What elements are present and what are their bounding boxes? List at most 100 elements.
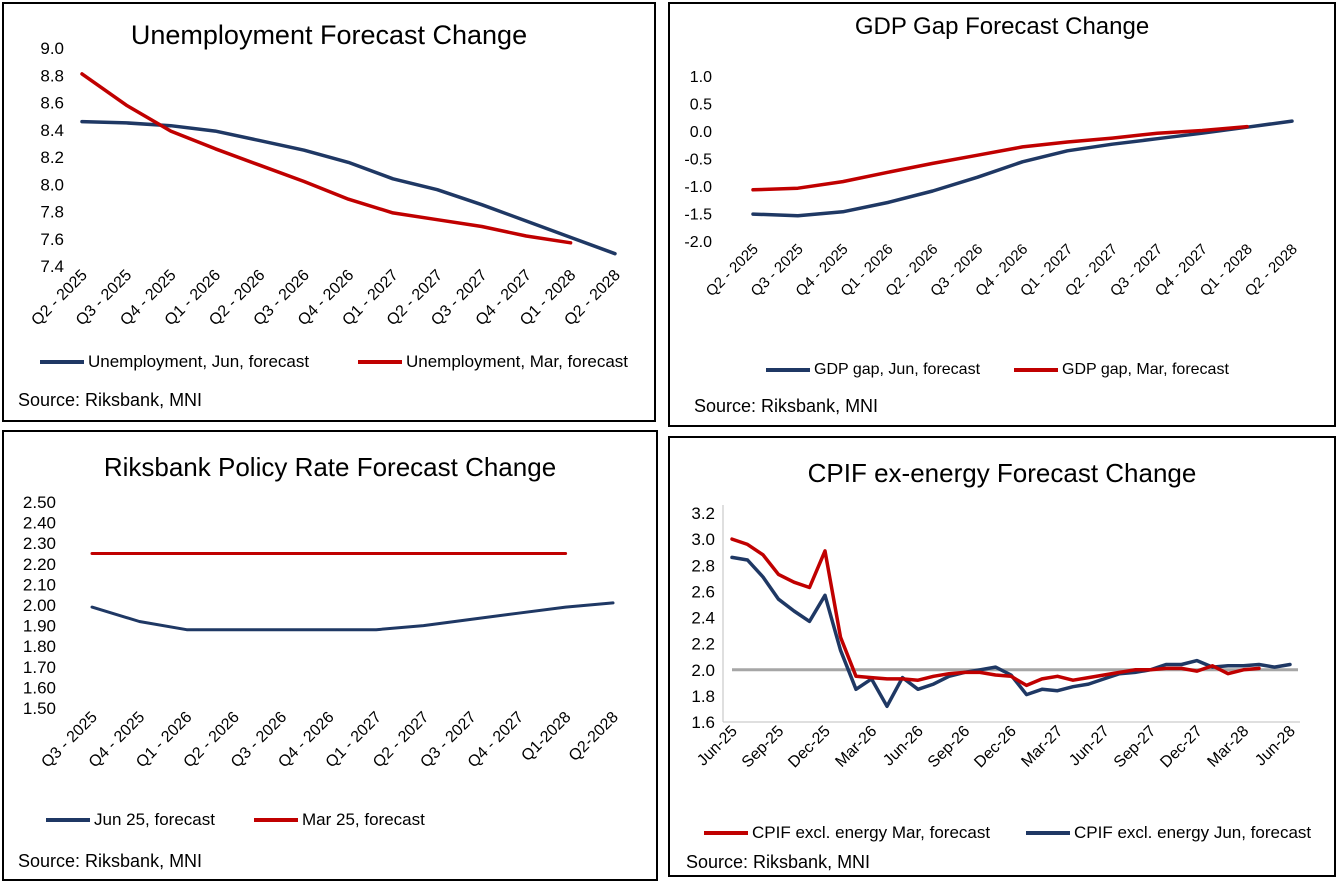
x-tick-label: Mar-26 xyxy=(832,723,880,771)
cpif-chart-title: CPIF ex-energy Forecast Change xyxy=(807,458,1197,488)
policy-rate-legend: Jun 25, forecast Mar 25, forecast xyxy=(46,810,646,832)
legend-swatch xyxy=(40,360,84,364)
y-tick-label: 2.50 xyxy=(23,493,56,512)
cpif-chart-panel: 1.6 1.8 2.0 2.2 2.4 2.6 2.8 3.0 3.2 Jun-25 Sep-25 D… xyxy=(668,436,1336,877)
series-line-unemployment-mar-forecast xyxy=(80,72,573,245)
x-tick-label: Q2-2028 xyxy=(566,709,622,765)
y-tick-label: 3.0 xyxy=(691,530,715,549)
legend-item: CPIF excl. energy Jun, forecast xyxy=(1026,823,1311,843)
y-tick-label: 3.2 xyxy=(691,504,715,523)
legend-item: Unemployment, Jun, forecast xyxy=(40,352,309,372)
y-tick-label: 2.8 xyxy=(691,556,715,575)
y-tick-label: 1.90 xyxy=(23,617,56,636)
y-tick-label: -1.0 xyxy=(684,179,712,196)
y-tick-label: 2.6 xyxy=(691,582,715,601)
y-tick-label: 2.0 xyxy=(691,661,715,680)
unemployment-legend: Unemployment, Jun, forecast Unemployment,… xyxy=(40,352,660,374)
x-tick-label: Jun-28 xyxy=(1252,723,1299,770)
unemployment-chart-panel: 7.4 7.6 7.8 8.0 8.2 8.4 8.6 8.8 9.0 Q2 - 2025 Q3 -… xyxy=(2,2,656,422)
legend-label: Unemployment, Jun, forecast xyxy=(88,352,310,371)
x-tick-label: Jun-26 xyxy=(880,723,927,770)
x-tick-label: Dec-27 xyxy=(1157,723,1206,772)
x-tick-label: Dec-26 xyxy=(971,723,1020,772)
legend-swatch xyxy=(358,360,402,364)
x-tick-label: Mar-27 xyxy=(1018,723,1066,771)
cpif-chart: 1.61.82.02.22.42.62.83.03.2Jun-25Sep-25D… xyxy=(691,504,1300,772)
legend-swatch xyxy=(1026,831,1070,835)
y-tick-label: 8.2 xyxy=(40,148,64,167)
y-tick-label: 8.6 xyxy=(40,94,64,113)
y-tick-label: 1.8 xyxy=(691,687,715,706)
y-tick-label: 1.6 xyxy=(691,713,715,732)
legend-swatch xyxy=(766,368,810,372)
y-tick-label: 1.70 xyxy=(23,658,56,677)
y-tick-label: 1.0 xyxy=(690,69,712,86)
policy-rate-chart-title: Riksbank Policy Rate Forecast Change xyxy=(103,452,557,482)
x-tick-label: Sep-25 xyxy=(739,723,788,772)
legend-label: Mar 25, forecast xyxy=(302,810,425,829)
x-tick-label: Sep-26 xyxy=(925,723,974,772)
y-tick-label: 1.50 xyxy=(23,699,56,718)
y-tick-label: 2.2 xyxy=(691,635,715,654)
series-line-gdp-gap-mar-forecast xyxy=(751,124,1249,192)
y-tick-label: 2.40 xyxy=(23,514,56,533)
legend-swatch xyxy=(46,818,90,822)
legend-swatch xyxy=(254,818,298,822)
policy-rate-chart-panel: 1.50 1.60 1.70 1.80 1.90 2.00 2.10 2.20 2.30 2.40… xyxy=(2,430,658,881)
y-tick-label: -0.5 xyxy=(684,152,712,169)
y-tick-label: 2.30 xyxy=(23,534,56,553)
series-line-jun-25-forecast xyxy=(90,601,615,632)
gdp-gap-chart-panel: -2.0 -1.5 -1.0 -0.5 0.0 0.5 1.0 Q2 - 2025 Q3 - 2… xyxy=(668,2,1336,427)
unemployment-source: Source: Riksbank, MNI xyxy=(18,390,203,410)
gdp-gap-source: Source: Riksbank, MNI xyxy=(694,396,879,416)
legend-item: GDP gap, Mar, forecast xyxy=(1014,361,1229,379)
x-tick-label: Q1-2028 xyxy=(518,709,574,765)
y-tick-label: 7.8 xyxy=(40,203,64,222)
y-tick-label: 8.4 xyxy=(40,121,64,140)
y-tick-label: 2.20 xyxy=(23,555,56,574)
legend-label: Jun 25, forecast xyxy=(94,810,215,829)
cpif-legend: CPIF excl. energy Mar, forecast CPIF excl… xyxy=(704,823,1334,845)
y-tick-label: 1.60 xyxy=(23,678,56,697)
y-tick-label: 0.0 xyxy=(690,124,712,141)
legend-swatch xyxy=(1014,368,1058,372)
series-line-gdp-gap-jun-forecast xyxy=(751,119,1294,218)
gdp-gap-chart-title: GDP Gap Forecast Change xyxy=(854,13,1150,40)
policy-rate-source: Source: Riksbank, MNI xyxy=(18,851,203,871)
y-tick-label: 9.0 xyxy=(40,39,64,58)
x-tick-label: Sep-27 xyxy=(1111,723,1160,772)
legend-label: CPIF excl. energy Mar, forecast xyxy=(752,823,991,842)
legend-item: Unemployment, Mar, forecast xyxy=(358,352,628,372)
y-tick-label: 7.4 xyxy=(40,257,64,276)
legend-label: Unemployment, Mar, forecast xyxy=(406,352,629,371)
series-line-unemployment-jun-forecast xyxy=(80,119,617,256)
legend-label: GDP gap, Jun, forecast xyxy=(814,361,981,378)
x-tick-label: Jun-27 xyxy=(1066,723,1113,770)
legend-item: Jun 25, forecast xyxy=(46,810,215,830)
policy-rate-chart: 1.50 1.601.70 1.801.90 2.00 2.102.20 2.302.40… xyxy=(23,493,622,771)
y-tick-label: -1.5 xyxy=(684,207,712,224)
y-tick-label: 8.8 xyxy=(40,66,64,85)
x-tick-label: Mar-28 xyxy=(1204,723,1252,771)
series-line-cpif-excl-energy-jun-forecast xyxy=(730,555,1292,709)
gdp-gap-legend: GDP gap, Jun, forecast GDP gap, Mar, fore… xyxy=(766,361,1326,383)
x-tick-label: Dec-25 xyxy=(785,723,834,772)
legend-item: Mar 25, forecast xyxy=(254,810,425,830)
legend-swatch xyxy=(704,831,748,835)
y-tick-label: 2.00 xyxy=(23,596,56,615)
unemployment-chart-title: Unemployment Forecast Change xyxy=(130,20,528,50)
y-tick-label: 0.5 xyxy=(690,97,712,114)
y-tick-label: 2.10 xyxy=(23,575,56,594)
y-tick-label: -2.0 xyxy=(684,234,712,251)
legend-item: CPIF excl. energy Mar, forecast xyxy=(704,823,990,843)
legend-item: GDP gap, Jun, forecast xyxy=(766,361,980,379)
legend-label: GDP gap, Mar, forecast xyxy=(1062,361,1229,378)
y-tick-label: 8.0 xyxy=(40,175,64,194)
cpif-source: Source: Riksbank, MNI xyxy=(686,852,871,872)
y-tick-label: 7.6 xyxy=(40,230,64,249)
y-tick-label: 1.80 xyxy=(23,637,56,656)
legend-label: CPIF excl. energy Jun, forecast xyxy=(1074,823,1312,842)
y-tick-label: 2.4 xyxy=(691,609,715,628)
